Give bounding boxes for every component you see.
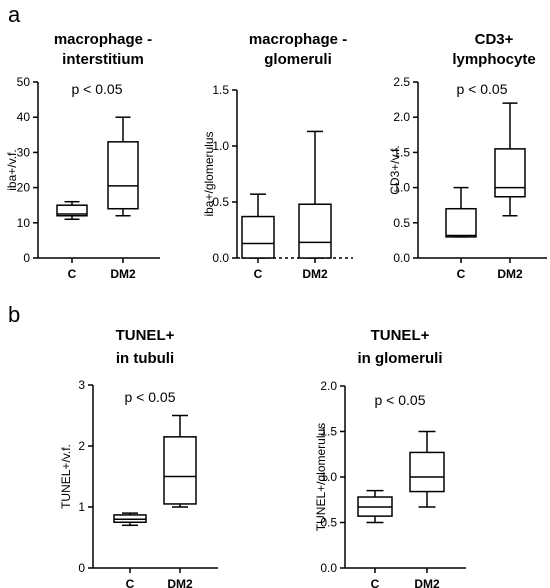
y-axis-label: CD3+/v.f. xyxy=(388,145,402,194)
chart-title-line: in tubuli xyxy=(116,350,174,367)
y-tick-label: 1.0 xyxy=(212,139,229,153)
p-value-annotation: p < 0.05 xyxy=(125,389,176,405)
box-plot-c xyxy=(357,489,393,524)
chart-5: TUNEL+ in glomeruli 0.0 0.5 1.0 1.5 2.0 TUNEL+/… xyxy=(314,327,466,588)
iqr-box xyxy=(241,215,275,259)
chart-4: TUNEL+ in tubuli 0 1 2 3 TUNEL+/v.f. C DM2 p < 0.… xyxy=(59,327,218,588)
iqr-box xyxy=(163,436,197,505)
y-tick-label: 1.0 xyxy=(320,470,337,484)
chart-2: macrophage - glomeruli 0.0 0.5 1.0 1.5 iba+/gl… xyxy=(202,31,353,281)
y-tick-label: 0.0 xyxy=(212,251,229,265)
y-tick-label: 1.5 xyxy=(320,425,337,439)
iqr-box xyxy=(409,451,445,493)
chart-title-line: CD3+ xyxy=(475,31,514,48)
y-tick-label: 0 xyxy=(78,561,85,575)
y-tick-label: 1.5 xyxy=(212,83,229,97)
y-tick-label: 0 xyxy=(23,251,30,265)
y-axis-label: iba+/glomerulus xyxy=(202,131,216,216)
x-category-label: DM2 xyxy=(302,267,328,281)
box-plot-dm2 xyxy=(298,130,332,259)
iqr-box xyxy=(56,204,88,217)
y-tick-label: 50 xyxy=(17,75,31,89)
iqr-box xyxy=(107,141,139,210)
x-category-label: C xyxy=(254,267,263,281)
y-tick-label: 10 xyxy=(17,216,31,230)
x-category-label: C xyxy=(68,267,77,281)
panel-label-b: b xyxy=(8,302,20,327)
charts-group: macrophage -interstitium01020304050iba+/… xyxy=(5,31,547,588)
chart-title-line: lymphocyte xyxy=(452,51,535,68)
p-value-annotation: p < 0.05 xyxy=(72,81,123,97)
iqr-box xyxy=(494,148,526,198)
chart-title-line: TUNEL+ xyxy=(371,327,430,344)
y-tick-label: 0.5 xyxy=(393,216,410,230)
y-axis-label: TUNEL+/v.f. xyxy=(59,444,73,509)
y-tick-label: 0.5 xyxy=(212,195,229,209)
x-category-label: C xyxy=(371,577,380,588)
y-tick-label: 0.5 xyxy=(320,516,337,530)
x-category-label: DM2 xyxy=(414,577,440,588)
y-tick-label: 3 xyxy=(78,378,85,392)
y-tick-label: 2.5 xyxy=(393,75,410,89)
y-tick-label: 0.0 xyxy=(393,251,410,265)
panel-label-a: a xyxy=(8,2,21,27)
p-value-annotation: p < 0.05 xyxy=(375,392,426,408)
y-tick-label: 2.0 xyxy=(320,379,337,393)
y-tick-label: 0.0 xyxy=(320,561,337,575)
iqr-box xyxy=(298,203,332,259)
box-plot-c xyxy=(113,512,147,527)
box-plot-dm2 xyxy=(409,430,445,508)
chart-title-line: interstitium xyxy=(62,51,144,68)
x-category-label: C xyxy=(457,267,466,281)
box-plot-dm2 xyxy=(163,414,197,508)
y-axis-label: TUNEL+/glomerulus xyxy=(314,423,328,531)
box-plot-c xyxy=(241,193,275,259)
y-tick-label: 30 xyxy=(17,145,31,159)
y-tick-label: 40 xyxy=(17,110,31,124)
chart-title-line: macrophage - xyxy=(54,31,152,48)
chart-title-line: TUNEL+ xyxy=(116,327,175,344)
y-tick-label: 1 xyxy=(78,500,85,514)
x-category-label: DM2 xyxy=(110,267,136,281)
chart-title-line: macrophage - xyxy=(249,31,347,48)
box-plot-dm2 xyxy=(494,102,526,217)
y-tick-label: 20 xyxy=(17,181,31,195)
p-value-annotation: p < 0.05 xyxy=(457,81,508,97)
y-axis-label: iba+/v.f. xyxy=(5,149,19,190)
iqr-box xyxy=(445,207,477,238)
box-plot-c xyxy=(56,200,88,221)
y-tick-label: 2.0 xyxy=(393,110,410,124)
chart-title-line: glomeruli xyxy=(264,51,332,68)
x-category-label: DM2 xyxy=(167,577,193,588)
y-tick-label: 2 xyxy=(78,439,85,453)
y-tick-label: 1.5 xyxy=(393,145,410,159)
y-tick-label: 1.0 xyxy=(393,181,410,195)
chart-title-line: in glomeruli xyxy=(357,350,442,367)
chart-1: macrophage - interstitium 0 10 20 30 40 50 iba+/… xyxy=(5,31,160,281)
x-category-label: C xyxy=(126,577,135,588)
box-plot-c xyxy=(445,186,477,238)
x-category-label: DM2 xyxy=(497,267,523,281)
box-plot-dm2 xyxy=(107,116,139,217)
chart-3: CD3+ lymphocyte 0.0 0.5 1.0 1.5 2.0 2.5 CD3+/v.f… xyxy=(388,31,547,281)
